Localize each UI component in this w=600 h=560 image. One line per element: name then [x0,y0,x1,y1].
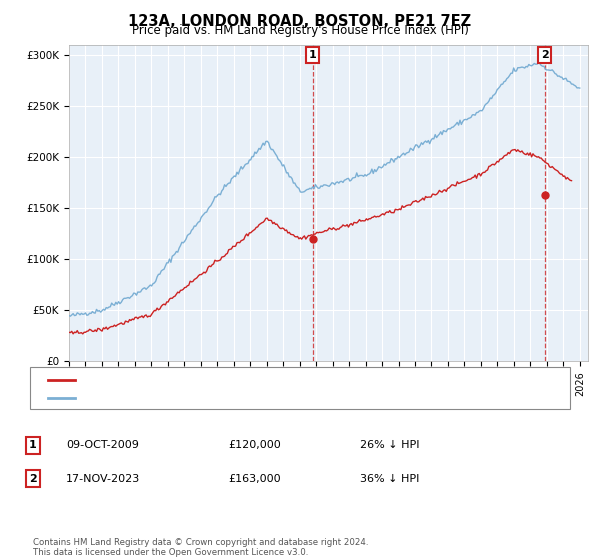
Text: 2: 2 [541,50,549,60]
Text: Price paid vs. HM Land Registry's House Price Index (HPI): Price paid vs. HM Land Registry's House … [131,24,469,37]
Text: 1: 1 [308,50,316,60]
Text: £163,000: £163,000 [228,474,281,484]
Text: 36% ↓ HPI: 36% ↓ HPI [360,474,419,484]
Text: 1: 1 [29,440,37,450]
Text: HPI: Average price, detached house, Boston: HPI: Average price, detached house, Bost… [78,393,307,403]
Text: Contains HM Land Registry data © Crown copyright and database right 2024.
This d: Contains HM Land Registry data © Crown c… [33,538,368,557]
Text: 2: 2 [29,474,37,484]
Text: 09-OCT-2009: 09-OCT-2009 [66,440,139,450]
Text: £120,000: £120,000 [228,440,281,450]
Text: 123A, LONDON ROAD, BOSTON, PE21 7EZ (detached house): 123A, LONDON ROAD, BOSTON, PE21 7EZ (det… [78,375,392,385]
Text: 17-NOV-2023: 17-NOV-2023 [66,474,140,484]
Text: 26% ↓ HPI: 26% ↓ HPI [360,440,419,450]
Text: 123A, LONDON ROAD, BOSTON, PE21 7EZ: 123A, LONDON ROAD, BOSTON, PE21 7EZ [128,14,472,29]
